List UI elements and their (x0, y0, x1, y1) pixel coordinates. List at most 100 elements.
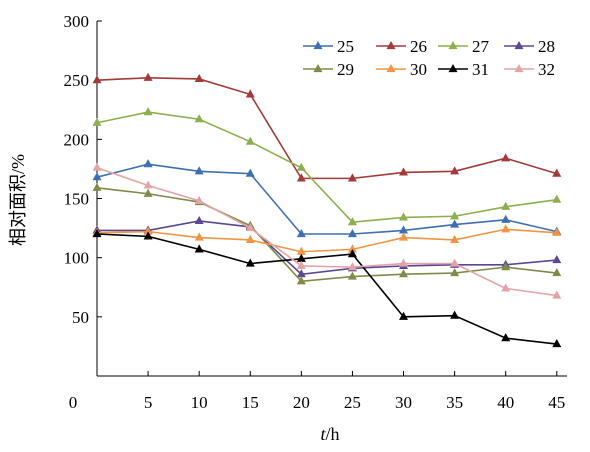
x-tick-label: 15 (242, 393, 259, 412)
data-point (501, 224, 511, 233)
data-point (399, 311, 409, 320)
data-point (552, 339, 562, 348)
data-point (450, 211, 460, 220)
data-point (296, 260, 306, 270)
data-point (347, 262, 357, 271)
legend-label: 27 (472, 37, 490, 56)
data-point (143, 72, 153, 81)
data-point (552, 194, 562, 203)
data-point (143, 180, 153, 189)
legend-marker (448, 40, 458, 50)
data-point (194, 73, 204, 83)
data-point (92, 75, 102, 84)
x-tick-label: 25 (344, 393, 361, 412)
data-point (143, 159, 153, 168)
x-tick-label: 30 (395, 393, 412, 412)
series-26 (92, 72, 562, 182)
series-line-31 (96, 233, 557, 345)
legend-label: 25 (337, 37, 354, 56)
data-point (92, 182, 102, 191)
data-point (399, 258, 409, 267)
data-point (450, 268, 460, 277)
data-point (399, 212, 409, 221)
data-point (296, 246, 306, 255)
data-point (245, 223, 255, 232)
data-point (552, 255, 562, 264)
series-25 (92, 159, 562, 238)
legend-label: 28 (538, 37, 555, 56)
data-point (347, 244, 357, 253)
legend-marker (514, 40, 524, 50)
data-point (501, 262, 511, 271)
y-tick-label: 200 (64, 130, 90, 149)
legend-label: 26 (410, 37, 427, 56)
data-point (296, 162, 306, 171)
x-axis-title-italic: t (320, 424, 326, 444)
legend-marker (514, 63, 524, 73)
data-point (194, 195, 204, 204)
legend-marker (448, 63, 458, 73)
x-tick-label: 10 (191, 393, 208, 412)
series-line-26 (96, 76, 558, 180)
data-point (296, 276, 306, 285)
legend-label: 32 (538, 60, 555, 79)
x-tick-label: 40 (497, 393, 514, 412)
legend-item-27: 27 (438, 37, 490, 56)
y-tick-label: 300 (64, 12, 90, 31)
data-point (296, 269, 306, 278)
legend-marker (386, 63, 396, 73)
data-point (552, 168, 562, 177)
data-point (450, 310, 460, 319)
series-line-28 (97, 220, 557, 276)
data-point (143, 226, 153, 235)
legend-label: 31 (472, 60, 489, 79)
data-point (552, 268, 562, 277)
data-point (245, 168, 255, 177)
legend-marker (386, 40, 396, 50)
legend-item-26: 26 (376, 37, 427, 56)
data-point (450, 258, 460, 267)
legend-label: 30 (410, 60, 427, 79)
y-tick-label: 100 (64, 249, 90, 268)
data-point (296, 228, 306, 238)
data-point (347, 271, 357, 280)
data-point (347, 249, 357, 258)
data-point (245, 258, 255, 267)
data-point (399, 269, 409, 278)
data-point (245, 234, 255, 243)
data-point (92, 117, 102, 126)
data-point (450, 234, 460, 243)
series-line-25 (96, 163, 557, 235)
y-axis-title: 相对面积/% (8, 154, 28, 246)
legend-marker (313, 63, 323, 73)
x-axis-title: t/h (320, 424, 339, 444)
y-tick-label: 50 (72, 308, 89, 327)
legend-item-30: 30 (376, 60, 427, 79)
y-tick-label: 250 (64, 71, 90, 90)
data-point (194, 114, 204, 123)
data-point (194, 232, 204, 241)
data-point (194, 244, 204, 253)
x-axis-title-unit: /h (326, 424, 340, 444)
series-line-30 (96, 228, 557, 253)
legend-marker (313, 40, 323, 50)
legend-item-29: 29 (303, 60, 354, 79)
data-point (347, 217, 357, 226)
data-point (194, 166, 204, 175)
legend-item-31: 31 (438, 60, 489, 79)
y-tick-label: 150 (64, 190, 90, 209)
data-point (399, 232, 409, 241)
data-point (501, 333, 511, 342)
data-point (347, 228, 357, 238)
data-point (143, 231, 153, 240)
data-point (92, 172, 102, 181)
x-tick-label: 45 (548, 393, 565, 412)
series-32 (92, 162, 562, 299)
data-point (347, 173, 357, 182)
legend-item-25: 25 (303, 37, 354, 56)
data-point (450, 219, 460, 228)
legend-label: 29 (337, 60, 354, 79)
data-point (245, 89, 255, 98)
